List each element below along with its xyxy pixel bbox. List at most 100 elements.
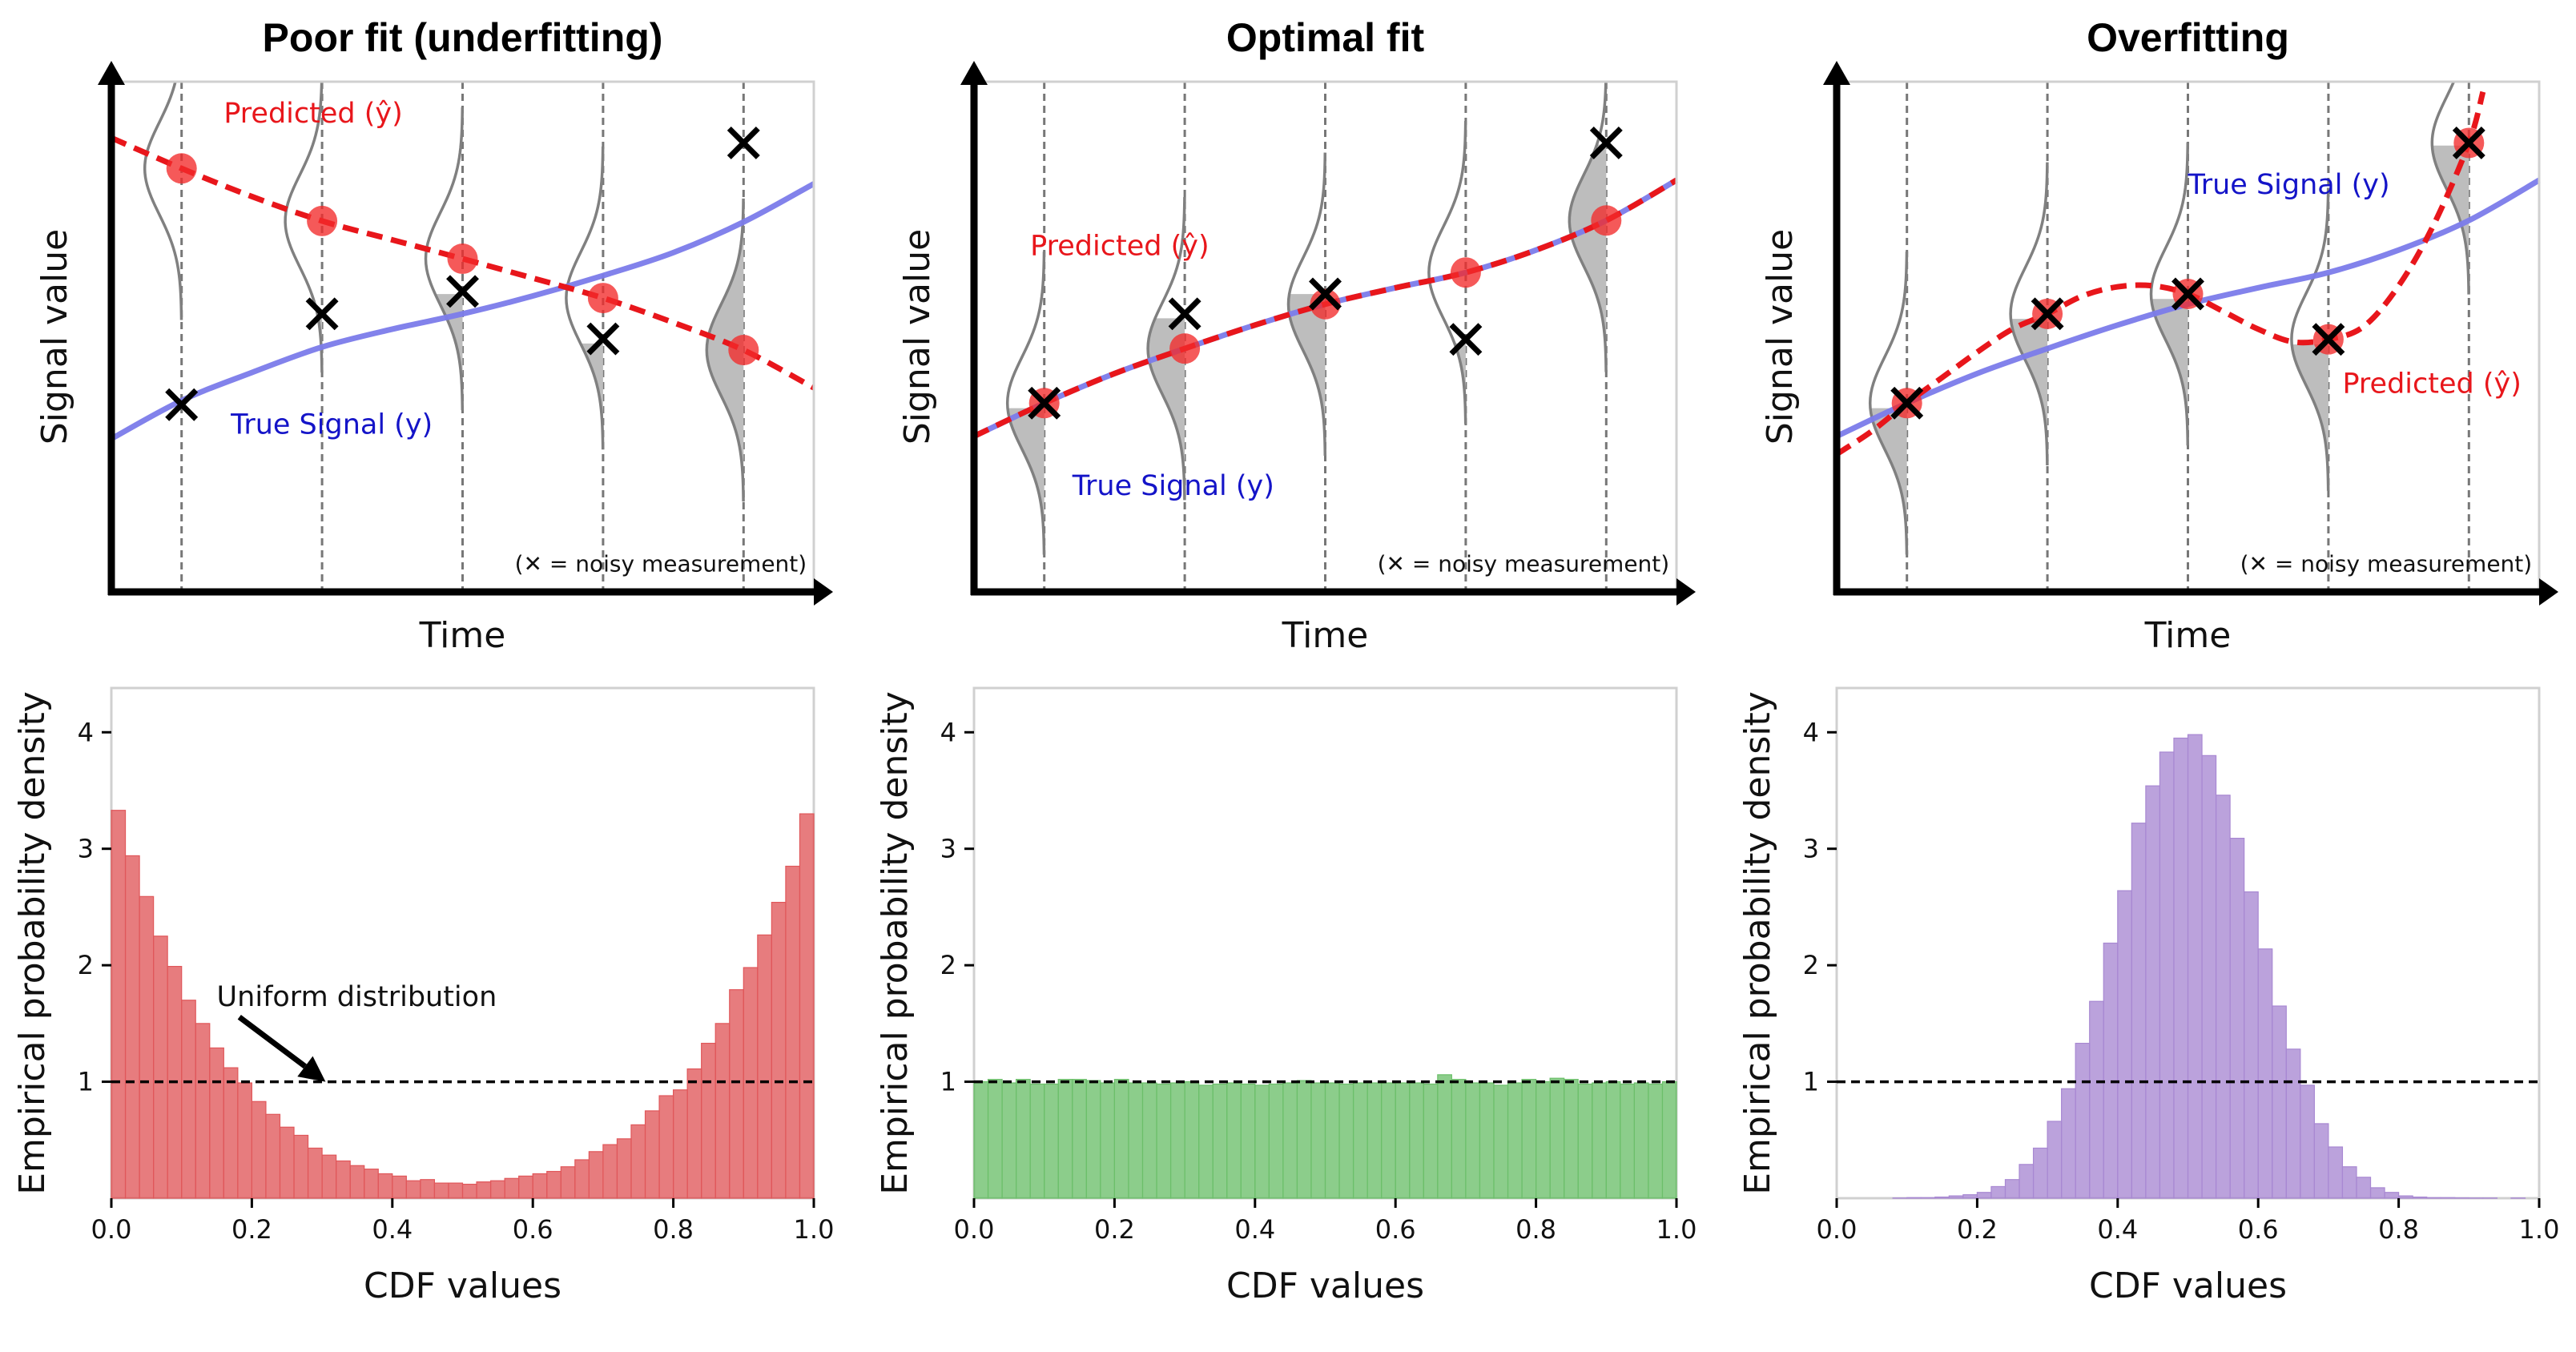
histogram-bar bbox=[420, 1179, 436, 1199]
x-axis-arrowhead bbox=[2539, 578, 2558, 606]
predictive-distribution-curve bbox=[143, 81, 183, 320]
uniform-distribution-annotation: Uniform distribution bbox=[217, 981, 497, 1013]
histogram-bar bbox=[1423, 1083, 1439, 1199]
noisy-measurement-marker bbox=[1449, 323, 1483, 356]
y-tick-label: 2 bbox=[940, 950, 956, 980]
histogram-bar bbox=[1198, 1084, 1214, 1199]
predictive-distribution-curve bbox=[284, 81, 324, 373]
histogram-bar bbox=[2285, 1048, 2301, 1199]
predicted-point bbox=[1450, 257, 1481, 288]
histogram-bar bbox=[1962, 1194, 1978, 1199]
x-tick-label: 0.2 bbox=[1957, 1214, 1998, 1245]
histogram-bar bbox=[364, 1169, 379, 1199]
histogram-bar bbox=[771, 901, 787, 1199]
predicted-point bbox=[166, 153, 197, 184]
y-tick-label: 1 bbox=[78, 1067, 94, 1097]
x-marker-stroke bbox=[305, 297, 339, 331]
histogram-bar bbox=[1282, 1082, 1298, 1199]
noisy-measurement-marker bbox=[727, 126, 760, 159]
histogram-bar bbox=[1001, 1082, 1017, 1199]
x-tick-label: 0.4 bbox=[2097, 1214, 2138, 1245]
histogram-bar bbox=[476, 1181, 492, 1199]
histogram-bar bbox=[2384, 1192, 2400, 1199]
annotation-arrow-shaft bbox=[237, 1015, 307, 1069]
predictive-distribution-curve bbox=[1427, 121, 1467, 425]
y-tick-labels: 1 2 3 4 bbox=[940, 717, 956, 1096]
predictive-distribution-curve bbox=[2290, 187, 2330, 491]
histogram-bar bbox=[1395, 1082, 1411, 1199]
histogram-bar bbox=[349, 1165, 365, 1199]
histogram-bar bbox=[307, 1147, 323, 1199]
histogram-bar bbox=[1240, 1083, 1256, 1199]
y-axis-arrowhead bbox=[1823, 61, 1850, 85]
histogram-bar bbox=[2159, 751, 2175, 1199]
cdf-shaded-area bbox=[2432, 145, 2469, 295]
noisy-measurement-marker bbox=[1028, 386, 1061, 420]
histogram-bar bbox=[630, 1124, 646, 1199]
annotation-label: Predicted (ŷ) bbox=[1030, 231, 1209, 263]
histogram-bar bbox=[1324, 1082, 1340, 1199]
y-tick-label: 1 bbox=[940, 1067, 956, 1097]
histogram-bar bbox=[2032, 1147, 2048, 1199]
plot-area bbox=[102, 686, 815, 1208]
histogram-underfitting: CDF values Empirical probability density… bbox=[12, 686, 835, 1306]
x-axis-label: Time bbox=[2144, 615, 2232, 656]
histogram-bar bbox=[2426, 1197, 2441, 1199]
y-axis-label: Empirical probability density bbox=[12, 691, 53, 1195]
histogram-bar bbox=[392, 1175, 407, 1199]
x-marker-stroke bbox=[2312, 323, 2345, 356]
predictive-distribution-curve bbox=[1005, 251, 1046, 555]
histogram-bar bbox=[2019, 1164, 2035, 1199]
histogram-overfitting: CDF values Empirical probability density… bbox=[1737, 686, 2560, 1306]
x-tick-label: 0.8 bbox=[2378, 1214, 2419, 1245]
y-tick-labels: 1 2 3 4 bbox=[78, 717, 94, 1096]
histogram-bar bbox=[461, 1183, 477, 1199]
histogram-bar bbox=[1254, 1084, 1270, 1199]
histogram-bar bbox=[489, 1180, 505, 1199]
histogram-bar bbox=[1920, 1197, 1936, 1199]
cdf-shaded-area bbox=[1288, 294, 1326, 456]
histogram-bar bbox=[2103, 942, 2119, 1199]
histogram-bar bbox=[1409, 1082, 1424, 1199]
annotation-label: Predicted (ŷ) bbox=[223, 98, 402, 130]
histogram-bar bbox=[518, 1175, 533, 1199]
x-axis-label: Time bbox=[1282, 615, 1369, 656]
histogram-bar bbox=[1212, 1083, 1228, 1199]
x-marker-stroke bbox=[2452, 126, 2485, 159]
histogram-bar bbox=[1906, 1197, 1922, 1199]
histogram-bar bbox=[2215, 795, 2231, 1199]
cdf-shaded-area bbox=[580, 343, 603, 450]
predicted-point bbox=[447, 243, 478, 275]
histogram-bar bbox=[1044, 1083, 1059, 1199]
histogram-bar bbox=[1948, 1195, 1964, 1199]
predicted-curve bbox=[110, 135, 815, 391]
histogram-bar bbox=[2244, 891, 2259, 1199]
x-tick-label: 0.6 bbox=[1375, 1214, 1416, 1245]
y-axis-label: Empirical probability density bbox=[1737, 691, 1778, 1195]
annotation-label: True Signal (y) bbox=[1072, 470, 1274, 502]
predictive-distribution-curve bbox=[2009, 162, 2049, 466]
x-tick-label: 0.2 bbox=[1094, 1214, 1135, 1245]
x-marker-stroke bbox=[1028, 386, 1061, 420]
histogram-bar bbox=[2131, 823, 2147, 1199]
cdf-shaded-area bbox=[1148, 318, 1185, 501]
cdf-shaded-area bbox=[435, 294, 463, 411]
x-tick-labels: 0.0 0.2 0.4 0.6 0.8 1.0 bbox=[91, 1214, 835, 1245]
histogram-bar bbox=[560, 1166, 576, 1199]
noisy-measurement-note: (✕ = noisy measurement) bbox=[515, 551, 807, 577]
x-tick-label: 0.6 bbox=[2238, 1214, 2279, 1245]
x-tick-labels: 0.0 0.2 0.4 0.6 0.8 1.0 bbox=[1817, 1214, 2560, 1245]
plot-area bbox=[964, 686, 1678, 1208]
histogram-bar bbox=[2257, 948, 2273, 1199]
x-marker-stroke bbox=[446, 275, 479, 308]
histogram-bar bbox=[209, 1047, 224, 1199]
histogram-bar bbox=[1296, 1080, 1312, 1199]
cdf-shaded-area bbox=[1007, 408, 1044, 555]
histogram-bar bbox=[1268, 1083, 1284, 1199]
histogram-bar bbox=[1493, 1084, 1509, 1199]
histogram-bar bbox=[504, 1177, 520, 1199]
noisy-measurement-marker bbox=[586, 322, 620, 356]
histogram-bar bbox=[2440, 1197, 2456, 1199]
histogram-bar bbox=[251, 1101, 267, 1199]
histogram-bar bbox=[279, 1126, 295, 1199]
